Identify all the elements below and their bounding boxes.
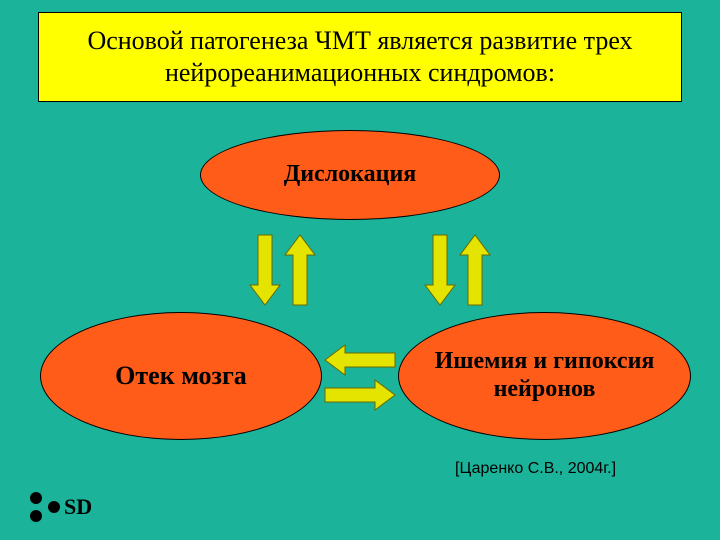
title-text: Основой патогенеза ЧМТ является развитие… [49, 25, 671, 90]
citation-text: [Царенко С.В., 2004г.] [455, 460, 616, 477]
logo-letters: SD [64, 494, 92, 520]
node-dislocation-label: Дислокация [284, 161, 417, 189]
logo: SD [30, 492, 98, 522]
node-ischemia: Ишемия и гипоксия нейронов [398, 312, 691, 440]
logo-dot-icon [30, 510, 42, 522]
logo-dot-icon [30, 492, 42, 504]
logo-dot-icon [48, 501, 60, 513]
citation: [Царенко С.В., 2004г.] [455, 460, 616, 478]
node-edema: Отек мозга [40, 312, 322, 440]
title-box: Основой патогенеза ЧМТ является развитие… [38, 12, 682, 102]
node-dislocation: Дислокация [200, 130, 500, 220]
node-ischemia-label: Ишемия и гипоксия нейронов [403, 348, 686, 403]
node-edema-label: Отек мозга [115, 361, 247, 391]
